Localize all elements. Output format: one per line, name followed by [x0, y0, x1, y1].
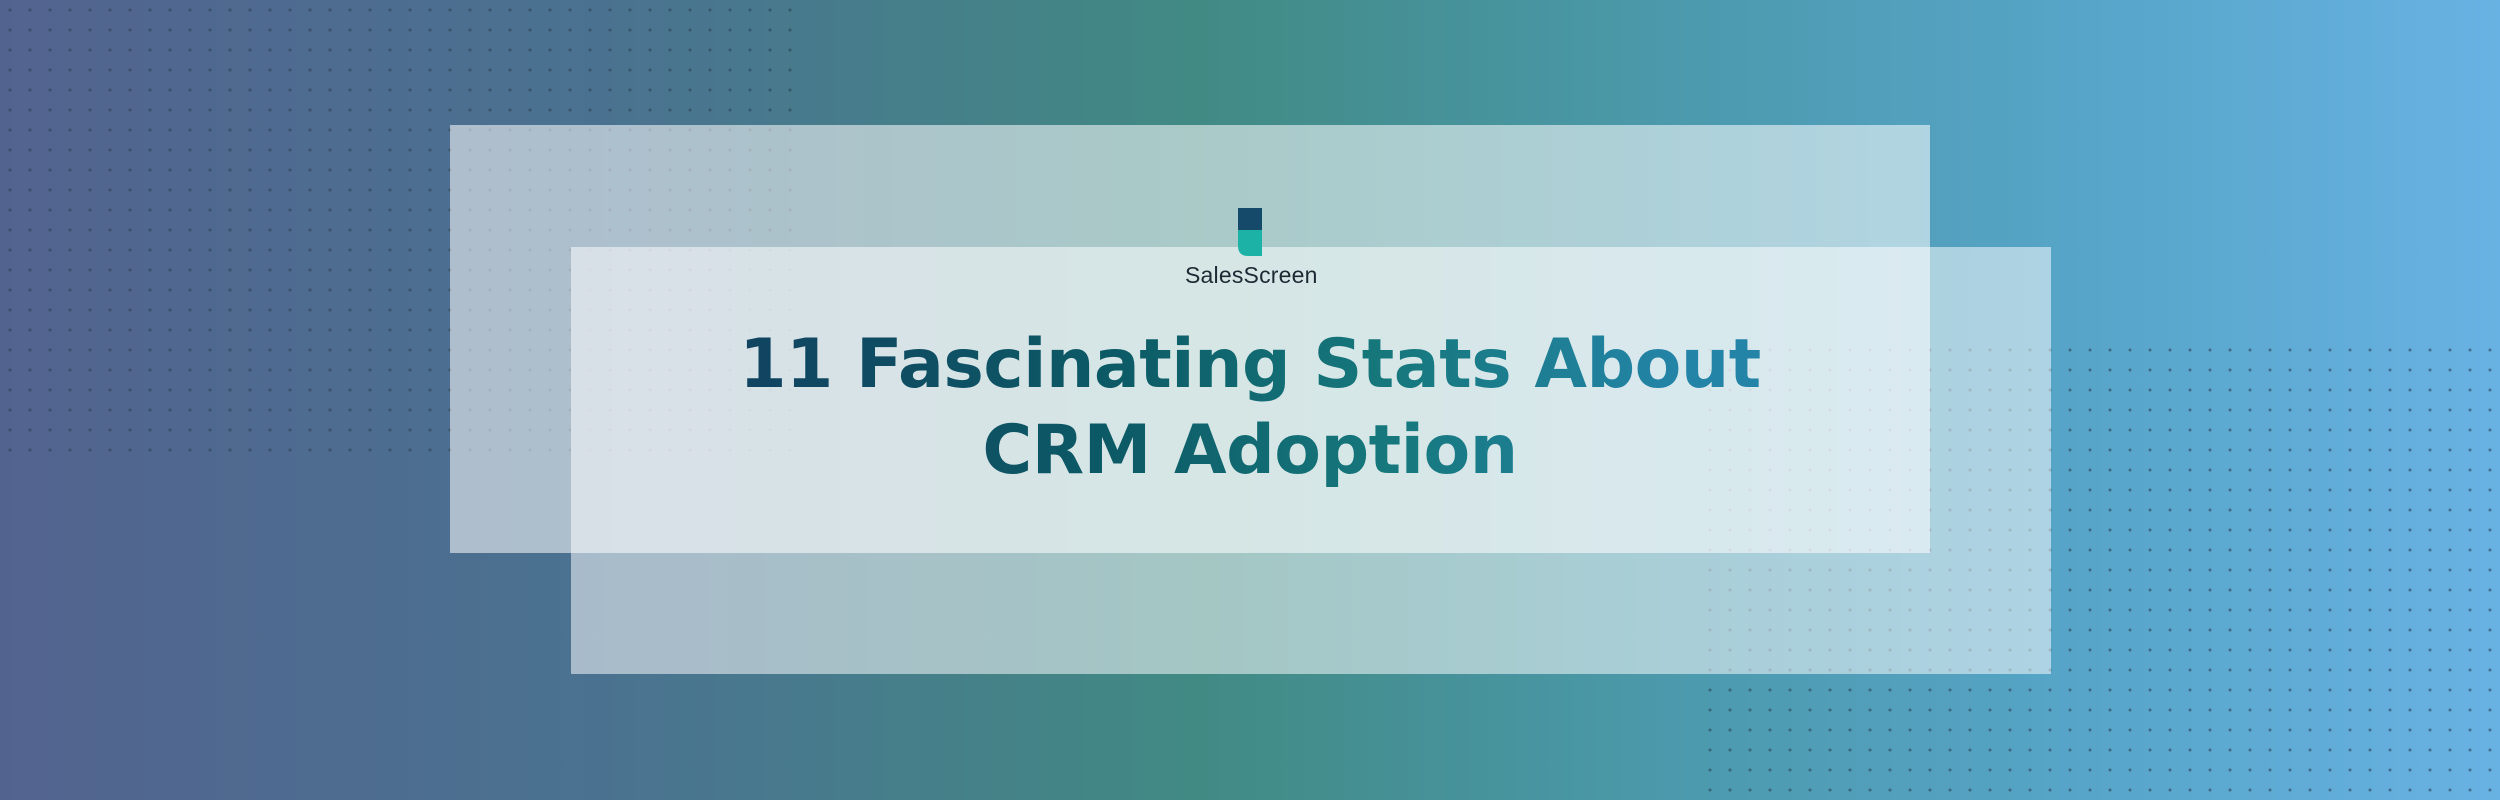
- brand-name: SalesScreen: [1185, 262, 1318, 288]
- salesscreen-s-logo-icon: [1238, 208, 1262, 256]
- background-panel-front: [571, 247, 2051, 674]
- title-line-1: 11 Fascinating Stats About: [739, 325, 1761, 404]
- brand-logo[interactable]: SalesScreen: [1185, 208, 1318, 288]
- page-title: 11 Fascinating Stats About CRM Adoption: [571, 322, 1929, 494]
- title-line-2: CRM Adoption: [982, 411, 1518, 490]
